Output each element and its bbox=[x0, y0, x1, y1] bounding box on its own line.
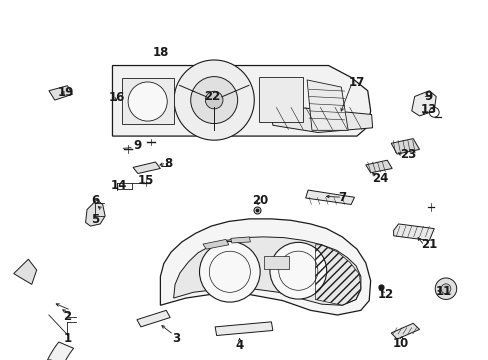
Text: 9: 9 bbox=[134, 139, 142, 152]
Polygon shape bbox=[264, 256, 288, 269]
Text: 22: 22 bbox=[204, 90, 221, 103]
Circle shape bbox=[440, 284, 450, 294]
Circle shape bbox=[205, 91, 223, 109]
Circle shape bbox=[128, 82, 167, 121]
Text: 17: 17 bbox=[348, 76, 365, 89]
Text: 14: 14 bbox=[110, 179, 127, 192]
Polygon shape bbox=[230, 237, 250, 243]
Circle shape bbox=[269, 242, 326, 299]
Polygon shape bbox=[39, 342, 74, 360]
Polygon shape bbox=[393, 224, 433, 240]
Polygon shape bbox=[85, 200, 105, 226]
Polygon shape bbox=[411, 91, 435, 116]
Text: 18: 18 bbox=[152, 46, 168, 59]
Circle shape bbox=[190, 77, 237, 123]
Text: 21: 21 bbox=[420, 238, 436, 251]
Text: 13: 13 bbox=[420, 103, 436, 116]
Text: 15: 15 bbox=[137, 174, 154, 186]
Polygon shape bbox=[160, 219, 370, 315]
Text: 19: 19 bbox=[58, 86, 74, 99]
Text: 5: 5 bbox=[91, 213, 99, 226]
Polygon shape bbox=[306, 80, 347, 130]
Polygon shape bbox=[173, 237, 360, 305]
Text: 20: 20 bbox=[252, 194, 268, 207]
Text: 12: 12 bbox=[377, 288, 394, 301]
Text: 8: 8 bbox=[164, 157, 172, 170]
Text: 2: 2 bbox=[63, 310, 71, 323]
Polygon shape bbox=[122, 78, 173, 124]
Polygon shape bbox=[14, 259, 37, 284]
Text: 23: 23 bbox=[399, 148, 416, 161]
Polygon shape bbox=[390, 139, 419, 154]
Text: 11: 11 bbox=[435, 285, 451, 298]
Text: 6: 6 bbox=[91, 194, 99, 207]
Circle shape bbox=[434, 278, 456, 300]
Polygon shape bbox=[215, 322, 272, 336]
Polygon shape bbox=[112, 66, 370, 136]
Polygon shape bbox=[305, 190, 354, 204]
Circle shape bbox=[174, 60, 254, 140]
Text: 10: 10 bbox=[392, 337, 408, 350]
Polygon shape bbox=[365, 160, 391, 173]
Polygon shape bbox=[271, 105, 372, 132]
Polygon shape bbox=[137, 310, 170, 327]
Text: 4: 4 bbox=[235, 339, 243, 352]
Polygon shape bbox=[133, 162, 160, 174]
Text: 9: 9 bbox=[424, 90, 432, 103]
Text: 1: 1 bbox=[63, 332, 71, 345]
Polygon shape bbox=[259, 77, 303, 122]
Text: 7: 7 bbox=[338, 191, 346, 204]
Circle shape bbox=[199, 242, 260, 302]
Polygon shape bbox=[49, 86, 72, 100]
Text: 16: 16 bbox=[108, 91, 124, 104]
Polygon shape bbox=[390, 323, 419, 339]
Text: 24: 24 bbox=[371, 172, 388, 185]
Text: 3: 3 bbox=[172, 332, 180, 345]
Polygon shape bbox=[203, 239, 228, 249]
